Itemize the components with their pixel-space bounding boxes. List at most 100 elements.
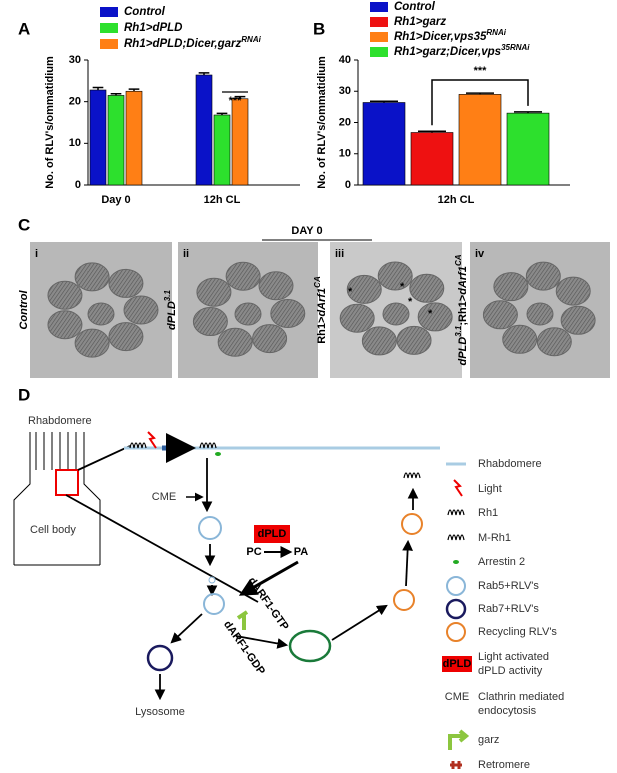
rhabdomere bbox=[361, 326, 397, 356]
genotype-label-sup: 3.1 bbox=[454, 325, 463, 337]
y-tick-label: 10 bbox=[339, 148, 351, 160]
panel-letter: D bbox=[18, 385, 30, 404]
rhabdomere bbox=[396, 325, 432, 355]
significance: *** bbox=[229, 95, 243, 107]
legend-label: Control bbox=[124, 6, 166, 18]
rhabdomere bbox=[417, 302, 453, 332]
asterisk: * bbox=[408, 296, 413, 308]
genotype-label-part: dPLD bbox=[457, 337, 469, 366]
rhabdomere bbox=[123, 295, 159, 325]
legend-label-sup: RNAi bbox=[241, 35, 261, 44]
bar bbox=[506, 112, 550, 186]
genotype-label: Rh1>dArf1CA bbox=[313, 276, 328, 344]
bar bbox=[107, 95, 125, 186]
image-numeral: ii bbox=[183, 248, 189, 260]
genotype-label-part: Control bbox=[18, 290, 30, 330]
x-tick-label: Day 0 bbox=[101, 194, 130, 206]
bar bbox=[213, 114, 231, 186]
rhabdomere bbox=[47, 310, 83, 340]
legend-swatch bbox=[100, 23, 118, 33]
x-tick-label: 12h CL bbox=[204, 194, 241, 206]
rhabdomere bbox=[555, 276, 591, 306]
error-bar bbox=[216, 112, 228, 115]
legend-label: M-Rh1 bbox=[478, 532, 511, 544]
genotype-label: dPLD3.1;Rh1>dArf1CA bbox=[454, 254, 469, 365]
legend-label-part: Rh1>dPLD bbox=[124, 22, 182, 34]
legend-label: Light bbox=[478, 483, 502, 495]
bar bbox=[195, 74, 213, 186]
genotype-label-sup: CA bbox=[313, 276, 322, 288]
label: dPLD bbox=[258, 528, 287, 540]
legend-label: Rh1>garz bbox=[394, 16, 446, 28]
genotype-label: dPLD3.1 bbox=[163, 290, 178, 330]
rhabdomere bbox=[493, 272, 529, 302]
error-bar bbox=[128, 88, 140, 92]
y-tick-label: 0 bbox=[345, 179, 351, 191]
rhabdomere bbox=[270, 298, 306, 328]
diagram bbox=[13, 431, 472, 769]
legend-label: Recycling RLV's bbox=[478, 626, 557, 638]
genotype-label-part: dPLD bbox=[166, 301, 178, 330]
image-numeral: iii bbox=[335, 248, 344, 260]
legend-label: Rh1>garz;Dicer,vps35RNAi bbox=[394, 43, 530, 58]
genotype-label: Control bbox=[18, 290, 30, 330]
legend-swatch bbox=[100, 39, 118, 49]
legend-label-part: Rh1>garz bbox=[394, 16, 446, 28]
rhabdomere bbox=[346, 274, 382, 304]
panel-letter: B bbox=[313, 19, 325, 38]
legend-label: Rh1>dPLD bbox=[124, 22, 182, 34]
rhabdomere bbox=[108, 322, 144, 352]
bar bbox=[362, 102, 406, 186]
rhabdomere bbox=[339, 303, 375, 333]
legend-label-part: Rh1>garz;Dicer,vps bbox=[394, 46, 501, 58]
legend-label: Clathrin mediated bbox=[478, 691, 564, 703]
y-tick-label: 20 bbox=[69, 96, 81, 108]
error-bar bbox=[466, 92, 494, 95]
bar bbox=[231, 98, 249, 186]
bar bbox=[410, 132, 454, 186]
error-bar bbox=[234, 95, 246, 99]
rhabdomere bbox=[47, 280, 83, 310]
y-axis-label: No. of RLV's/ommatidium bbox=[44, 56, 56, 189]
legend-label: Arrestin 2 bbox=[478, 556, 525, 568]
panel-letter: A bbox=[18, 19, 30, 38]
legend-swatch bbox=[370, 2, 388, 12]
rhabdomere bbox=[502, 324, 538, 354]
legend-label-part: Rh1>Dicer,vps35 bbox=[394, 31, 487, 43]
label: Cell body bbox=[30, 524, 76, 536]
image-numeral: i bbox=[35, 248, 38, 260]
legend-label: Retromere bbox=[478, 759, 530, 771]
error-bar bbox=[514, 111, 542, 114]
significance-bracket bbox=[431, 79, 529, 126]
label: Rhabdomere bbox=[28, 415, 92, 427]
legend-swatch bbox=[370, 47, 388, 57]
legend-label-sup: 35RNAi bbox=[501, 43, 530, 52]
y-tick-label: 0 bbox=[75, 179, 81, 191]
asterisk: * bbox=[348, 286, 353, 298]
label: Lysosome bbox=[135, 706, 185, 718]
legend-label: garz bbox=[478, 734, 499, 746]
legend-label: Rh1>Dicer,vps35RNAi bbox=[394, 28, 507, 43]
legend-swatch bbox=[100, 7, 118, 17]
genotype-label-part: ;Rh1> bbox=[457, 295, 469, 326]
rhabdomere bbox=[87, 302, 115, 326]
label: PA bbox=[294, 546, 309, 558]
legend-label: endocytosis bbox=[478, 705, 537, 717]
significance: *** bbox=[474, 65, 488, 77]
legend-label-sup: RNAi bbox=[486, 28, 506, 37]
label: PC bbox=[246, 546, 261, 558]
error-bar bbox=[418, 130, 446, 133]
image-numeral: iv bbox=[475, 248, 485, 260]
bar bbox=[89, 89, 107, 186]
label: CME bbox=[152, 491, 176, 503]
asterisk: * bbox=[400, 281, 405, 293]
rhabdomere bbox=[560, 305, 596, 335]
legend-label: Rhabdomere bbox=[478, 458, 542, 470]
legend-icon: CME bbox=[445, 691, 469, 703]
rhabdomere bbox=[74, 262, 110, 292]
rhabdomere bbox=[108, 268, 144, 298]
day-header: DAY 0 bbox=[291, 225, 322, 237]
rhabdomere bbox=[74, 328, 110, 358]
rhabdomere bbox=[192, 307, 228, 337]
